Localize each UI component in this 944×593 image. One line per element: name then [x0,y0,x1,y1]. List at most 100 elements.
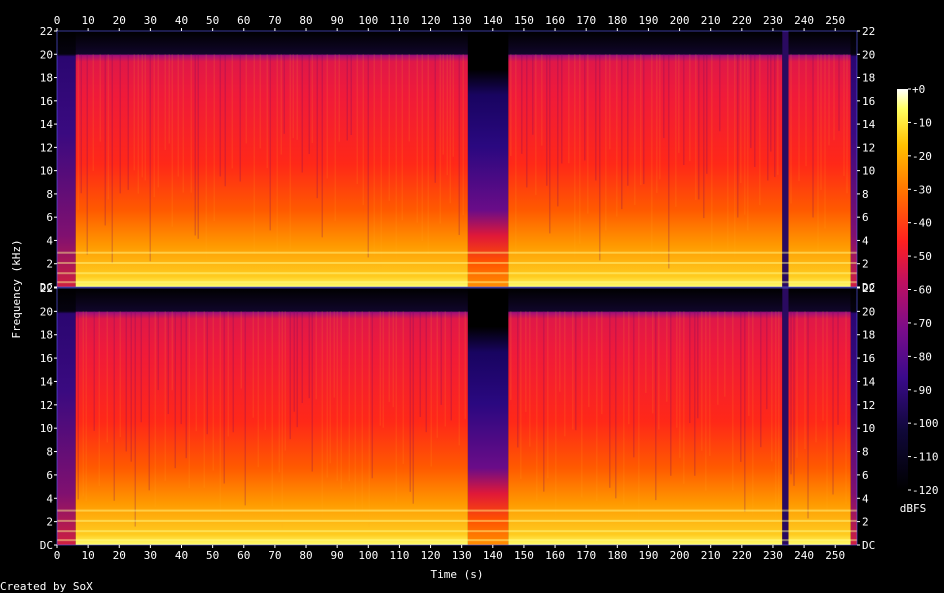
x-tick-label: 0 [54,549,61,562]
y-tick-label: DC [862,539,875,552]
segment-loud [75,288,468,545]
x-tick-label: 200 [670,14,690,27]
texture-streak [587,54,589,214]
y-tick-label: 12 [40,141,53,154]
texture-streak [80,54,82,194]
texture-streak [164,54,166,150]
texture-streak [219,311,221,515]
texture-streak [197,54,199,239]
texture-streak [388,54,390,201]
texture-streak [130,311,132,462]
x-tick-label: 50 [206,549,219,562]
texture-streak [510,311,512,400]
x-tick-label: 110 [389,549,409,562]
texture-streak [529,311,531,447]
y-tick-label: 2 [46,516,53,529]
texture-streak [127,54,129,190]
texture-streak [615,311,617,499]
texture-streak [656,54,658,193]
colorbar-tick-label: -60 [912,284,932,297]
texture-streak [719,54,721,132]
texture-streak [269,54,271,231]
colorbar-tick-label: -40 [912,217,932,230]
x-tick-label: 200 [670,549,690,562]
texture-streak [104,54,106,226]
texture-streak [450,311,452,421]
segment-low-pass [467,31,509,287]
texture-streak [402,311,404,464]
y-tick-label: 18 [40,329,53,342]
texture-streak [689,54,691,162]
texture-streak [227,311,229,437]
x-tick-label: 140 [483,14,503,27]
texture-streak [824,54,826,229]
texture-streak [195,311,197,432]
texture-streak [822,311,824,421]
texture-streak [695,54,697,201]
segment-loud [788,288,851,545]
x-tick-label: 240 [794,549,814,562]
texture-streak [775,311,777,521]
texture-streak [568,54,570,164]
texture-streak [315,311,317,400]
texture-streak [232,311,234,433]
texture-streak [521,54,523,154]
texture-streak [141,54,143,178]
y-tick-label: 20 [862,48,875,61]
texture-streak [98,311,100,486]
texture-streak [168,54,170,144]
texture-streak [464,311,466,419]
x-tick-label: 160 [545,549,565,562]
texture-streak [595,54,597,181]
x-tick-label: 10 [82,14,95,27]
y-tick-label: 2 [862,258,869,271]
y-tick-label: 4 [862,492,869,505]
x-tick-label: 70 [268,14,281,27]
texture-streak [149,54,151,262]
colorbar-tick-label: -120 [912,484,939,497]
texture-streak [271,311,273,507]
texture-streak [231,54,233,169]
y-tick-label: 20 [40,48,53,61]
texture-streak [517,311,519,448]
texture-streak [510,54,512,156]
y-tick-label: 6 [46,469,53,482]
y-tick-label: 22 [862,25,875,38]
texture-streak [805,54,807,167]
colorbar-tick-label: -10 [912,116,932,129]
x-tick-label: 240 [794,14,814,27]
texture-streak [759,54,761,206]
texture-streak [458,54,460,236]
segment-loud [788,31,851,287]
x-tick-label: 0 [54,14,61,27]
x-tick-label: 190 [639,14,659,27]
texture-streak [543,311,545,492]
texture-streak [380,54,382,268]
texture-streak [638,311,640,522]
texture-layer [57,54,857,284]
texture-streak [832,311,834,495]
texture-streak [219,54,221,177]
texture-streak [701,311,703,451]
texture-streak [541,54,543,146]
y-tick-label: 14 [40,118,54,131]
texture-streak [284,311,286,451]
texture-streak [326,54,328,179]
texture-streak [601,311,603,415]
y-tick-label: 8 [46,188,53,201]
texture-streak [427,54,429,256]
y-tick-label: 10 [40,422,53,435]
texture-streak [705,311,707,491]
texture-streak [382,311,384,428]
y-tick-label: 6 [862,211,869,224]
texture-streak [119,311,121,438]
texture-streak [732,311,734,491]
texture-streak [346,54,348,141]
texture-streak [144,54,146,181]
texture-streak [777,54,779,175]
x-tick-label: 190 [639,549,659,562]
y-tick-label: 16 [862,95,875,108]
texture-streak [643,54,645,185]
texture-streak [205,54,207,262]
